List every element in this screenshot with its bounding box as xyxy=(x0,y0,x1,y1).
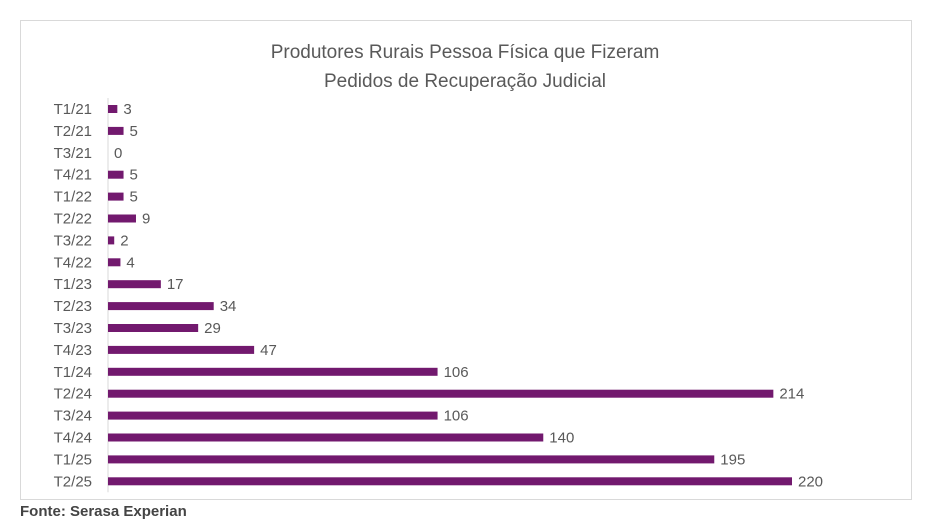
chart-title-line-2: Pedidos de Recuperação Judicial xyxy=(323,71,606,92)
bar xyxy=(108,258,121,267)
bar xyxy=(108,455,715,464)
bar xyxy=(108,411,438,420)
data-label: 195 xyxy=(720,451,745,468)
category-tick-label: T1/25 xyxy=(54,451,92,468)
category-tick-label: T3/24 xyxy=(54,408,92,425)
bar xyxy=(108,477,792,486)
data-label: 220 xyxy=(798,473,823,490)
data-label: 17 xyxy=(167,276,184,293)
bar xyxy=(108,192,124,201)
bar xyxy=(108,214,136,223)
data-label: 4 xyxy=(126,254,134,271)
data-label: 106 xyxy=(444,364,469,381)
bar xyxy=(108,433,544,442)
category-tick-label: T2/21 xyxy=(54,123,92,140)
category-tick-label: T1/23 xyxy=(54,276,92,293)
chart-title-line-1: Produtores Rurais Pessoa Física que Fize… xyxy=(270,42,660,63)
category-tick-label: T2/22 xyxy=(54,211,92,228)
category-tick-label: T1/22 xyxy=(54,189,92,206)
bar xyxy=(108,280,161,289)
category-tick-label: T4/24 xyxy=(54,430,92,447)
bar xyxy=(108,105,118,113)
category-tick-label: T4/22 xyxy=(54,254,92,271)
category-tick-label: T4/21 xyxy=(54,167,92,184)
bar xyxy=(108,126,124,135)
category-tick-label: T2/24 xyxy=(54,386,92,403)
category-tick-label: T3/22 xyxy=(54,232,92,249)
data-label: 5 xyxy=(130,167,138,184)
data-label: 106 xyxy=(444,408,469,425)
category-tick-label: T3/21 xyxy=(54,145,92,162)
category-tick-label: T1/24 xyxy=(54,364,92,381)
bar xyxy=(108,389,774,398)
chart-title: Produtores Rurais Pessoa Física que Fize… xyxy=(0,38,930,96)
data-label: 140 xyxy=(549,430,574,447)
category-tick-label: T3/23 xyxy=(54,320,92,337)
bar xyxy=(108,345,255,354)
source-note: Fonte: Serasa Experian xyxy=(20,503,187,520)
data-label: 47 xyxy=(260,342,277,359)
data-label: 5 xyxy=(130,123,138,140)
bar xyxy=(108,170,124,179)
data-label: 3 xyxy=(123,101,131,118)
data-label: 2 xyxy=(120,232,128,249)
bar xyxy=(108,236,115,245)
chart-area xyxy=(20,20,912,500)
data-label: 214 xyxy=(779,386,804,403)
data-label: 34 xyxy=(220,298,237,315)
data-label: 29 xyxy=(204,320,221,337)
data-label: 5 xyxy=(130,189,138,206)
category-tick-label: T2/23 xyxy=(54,298,92,315)
data-label: 9 xyxy=(142,211,150,228)
data-label: 0 xyxy=(114,145,122,162)
bar xyxy=(108,302,214,311)
category-tick-label: T1/21 xyxy=(54,101,92,118)
category-tick-label: T2/25 xyxy=(54,473,92,490)
bar xyxy=(108,324,199,332)
bar xyxy=(108,367,438,376)
category-tick-label: T4/23 xyxy=(54,342,92,359)
